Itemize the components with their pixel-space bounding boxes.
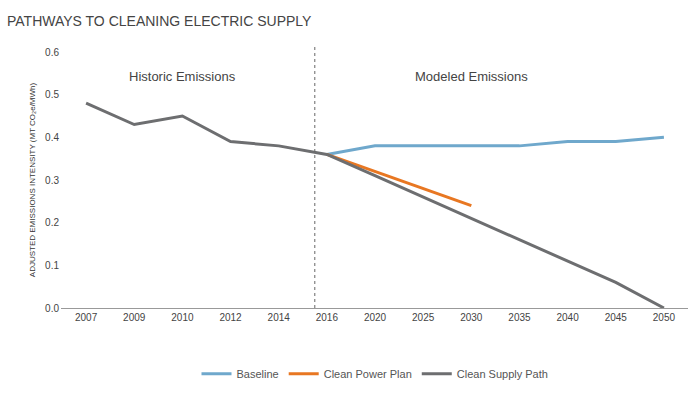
svg-text:2016: 2016: [316, 312, 339, 323]
svg-text:0.4: 0.4: [45, 132, 59, 143]
svg-text:0.6: 0.6: [45, 47, 59, 58]
svg-text:2025: 2025: [412, 312, 435, 323]
svg-text:0.5: 0.5: [45, 89, 59, 100]
svg-text:2009: 2009: [123, 312, 146, 323]
svg-text:2020: 2020: [364, 312, 387, 323]
svg-text:ADJUSTED EMISSIONS INTENSITY (: ADJUSTED EMISSIONS INTENSITY (MT CO₂e/MW…: [28, 82, 37, 277]
svg-text:2030: 2030: [460, 312, 483, 323]
svg-text:2035: 2035: [508, 312, 531, 323]
svg-text:2040: 2040: [556, 312, 579, 323]
svg-text:2007: 2007: [75, 312, 98, 323]
svg-text:PATHWAYS TO CLEANING ELECTRIC: PATHWAYS TO CLEANING ELECTRIC SUPPLY: [7, 13, 312, 29]
svg-text:2010: 2010: [171, 312, 194, 323]
svg-text:2045: 2045: [605, 312, 628, 323]
svg-text:0.2: 0.2: [45, 217, 59, 228]
svg-text:2014: 2014: [268, 312, 291, 323]
svg-text:2050: 2050: [653, 312, 676, 323]
svg-text:0.1: 0.1: [45, 260, 59, 271]
svg-text:Baseline: Baseline: [237, 368, 279, 380]
svg-text:2012: 2012: [219, 312, 242, 323]
svg-text:Clean Supply Path: Clean Supply Path: [457, 368, 548, 380]
svg-text:0.3: 0.3: [45, 175, 59, 186]
svg-text:Clean Power Plan: Clean Power Plan: [324, 368, 412, 380]
svg-text:Modeled Emissions: Modeled Emissions: [415, 69, 528, 84]
svg-text:0.0: 0.0: [45, 303, 59, 314]
svg-text:Historic Emissions: Historic Emissions: [129, 69, 236, 84]
